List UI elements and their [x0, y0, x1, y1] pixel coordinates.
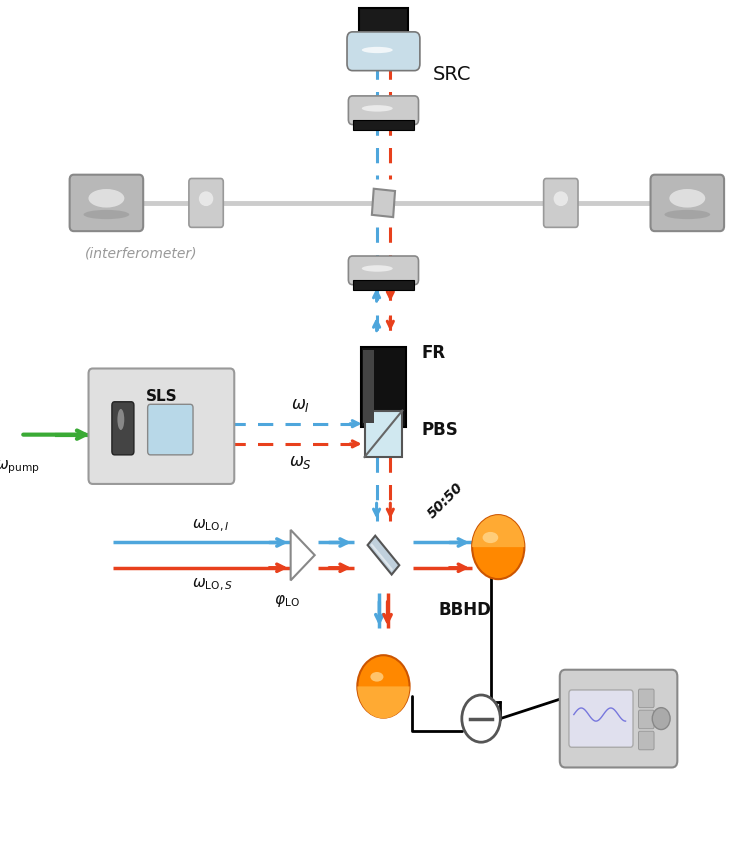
Text: BBHD: BBHD: [438, 601, 491, 619]
Text: (interferometer): (interferometer): [85, 246, 197, 261]
FancyBboxPatch shape: [569, 690, 633, 747]
FancyBboxPatch shape: [348, 96, 418, 125]
Polygon shape: [372, 189, 395, 217]
FancyBboxPatch shape: [189, 178, 224, 227]
Text: 50:50: 50:50: [425, 480, 466, 521]
Ellipse shape: [554, 192, 568, 206]
Text: $\varphi_{\rm LO}$: $\varphi_{\rm LO}$: [274, 593, 300, 609]
Ellipse shape: [362, 46, 393, 53]
Text: SLS: SLS: [146, 389, 178, 403]
FancyBboxPatch shape: [112, 402, 134, 455]
Bar: [352, 120, 415, 130]
Ellipse shape: [199, 192, 213, 206]
Ellipse shape: [88, 189, 124, 208]
Ellipse shape: [664, 210, 710, 219]
Ellipse shape: [362, 106, 393, 111]
Ellipse shape: [483, 532, 499, 544]
FancyBboxPatch shape: [638, 710, 654, 728]
Ellipse shape: [362, 265, 393, 272]
Circle shape: [652, 707, 670, 729]
Bar: [365, 411, 403, 457]
FancyBboxPatch shape: [638, 731, 654, 749]
Text: $\omega_{{\rm LO},S}$: $\omega_{{\rm LO},S}$: [192, 576, 233, 592]
Polygon shape: [368, 536, 399, 575]
Bar: [380, 32, 387, 42]
Text: $\omega_{{\rm LO},I}$: $\omega_{{\rm LO},I}$: [192, 517, 230, 533]
Ellipse shape: [371, 672, 383, 682]
Text: SRC: SRC: [433, 64, 472, 84]
FancyBboxPatch shape: [347, 32, 420, 71]
Circle shape: [462, 695, 500, 742]
FancyBboxPatch shape: [638, 689, 654, 707]
Text: $\omega_I$: $\omega_I$: [291, 396, 311, 414]
FancyBboxPatch shape: [148, 404, 193, 455]
Text: PBS: PBS: [421, 420, 458, 439]
Ellipse shape: [472, 515, 525, 579]
Ellipse shape: [117, 409, 124, 430]
Polygon shape: [371, 544, 393, 571]
FancyBboxPatch shape: [651, 175, 724, 231]
Bar: [488, 552, 509, 571]
Bar: [371, 663, 397, 679]
Text: FR: FR: [421, 344, 445, 362]
FancyBboxPatch shape: [359, 8, 408, 32]
Bar: [352, 279, 415, 289]
FancyBboxPatch shape: [361, 347, 406, 426]
Wedge shape: [357, 686, 409, 718]
Polygon shape: [291, 530, 315, 581]
Ellipse shape: [669, 189, 705, 208]
Text: $\omega_{\rm pump}$: $\omega_{\rm pump}$: [0, 458, 39, 476]
FancyBboxPatch shape: [70, 175, 143, 231]
FancyBboxPatch shape: [88, 369, 234, 484]
Wedge shape: [472, 515, 525, 547]
Text: $\omega_S$: $\omega_S$: [289, 453, 312, 472]
Ellipse shape: [357, 655, 409, 717]
Ellipse shape: [83, 210, 129, 219]
FancyBboxPatch shape: [559, 670, 678, 767]
Bar: [363, 350, 374, 423]
FancyBboxPatch shape: [544, 178, 578, 227]
FancyBboxPatch shape: [348, 256, 418, 284]
